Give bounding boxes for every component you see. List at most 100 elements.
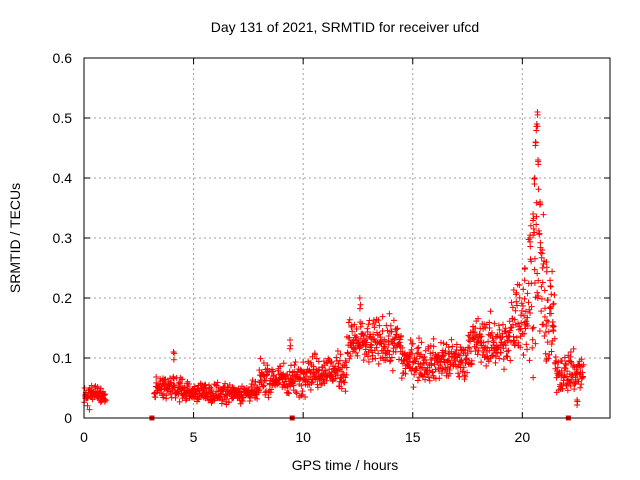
data-point <box>554 364 561 371</box>
data-point <box>540 261 547 268</box>
data-point <box>530 232 537 239</box>
data-point <box>171 375 178 382</box>
data-point <box>338 368 345 375</box>
data-point <box>378 340 385 347</box>
data-point <box>399 344 406 351</box>
data-point <box>490 352 497 359</box>
data-point <box>376 322 383 329</box>
data-point <box>555 370 562 377</box>
data-point <box>394 325 401 332</box>
data-point <box>277 363 284 370</box>
data-point <box>541 332 548 339</box>
data-point <box>516 282 523 289</box>
grid-lines <box>84 58 610 418</box>
y-tick-label: 0.3 <box>53 230 73 246</box>
data-point <box>534 270 541 277</box>
data-point <box>517 312 524 319</box>
data-point <box>518 307 525 314</box>
data-point <box>384 348 391 355</box>
data-point <box>315 366 322 373</box>
data-point <box>558 358 565 365</box>
data-point <box>287 337 294 343</box>
data-point <box>354 352 361 359</box>
data-point <box>252 378 259 385</box>
data-point <box>440 340 447 347</box>
data-point <box>286 345 293 352</box>
data-point <box>489 335 496 342</box>
data-point <box>529 336 536 343</box>
data-point <box>337 351 344 358</box>
data-point <box>524 290 531 297</box>
data-point <box>551 292 558 299</box>
data-point <box>287 383 294 390</box>
data-point <box>349 328 356 335</box>
data-point <box>529 325 536 332</box>
data-point <box>508 299 515 306</box>
data-point <box>97 385 104 392</box>
data-point <box>195 396 202 403</box>
data-point <box>428 360 435 367</box>
data-point <box>377 334 384 341</box>
data-point <box>270 372 277 379</box>
data-point <box>552 360 559 367</box>
data-point <box>571 386 578 393</box>
data-point <box>534 289 541 296</box>
data-point <box>507 324 514 331</box>
data-point <box>299 388 306 395</box>
data-point <box>406 364 413 371</box>
data-point <box>343 364 350 371</box>
data-point <box>541 287 548 294</box>
data-point <box>520 351 527 358</box>
data-point <box>538 295 545 302</box>
data-point <box>535 277 542 284</box>
data-point <box>453 346 460 353</box>
data-point <box>439 366 446 373</box>
data-point <box>438 339 445 346</box>
data-point <box>549 319 556 325</box>
data-point <box>487 308 494 315</box>
data-point <box>537 249 544 256</box>
data-point <box>411 371 418 378</box>
data-point <box>515 320 522 327</box>
data-point <box>455 351 462 358</box>
data-point <box>528 303 535 310</box>
data-point <box>274 380 281 387</box>
data-point <box>171 350 178 357</box>
data-point <box>357 323 364 330</box>
data-point <box>529 344 536 351</box>
data-point <box>174 387 181 394</box>
data-point <box>369 356 376 363</box>
data-point <box>545 328 552 335</box>
data-point <box>341 379 348 386</box>
data-point <box>448 336 455 343</box>
data-point <box>574 402 581 409</box>
data-point <box>437 358 444 365</box>
data-point <box>508 324 515 331</box>
data-point <box>287 375 294 382</box>
data-point <box>475 347 482 354</box>
data-point <box>353 349 360 356</box>
data-point <box>539 279 546 286</box>
data-point <box>478 333 485 340</box>
data-point <box>495 322 502 329</box>
data-point <box>365 358 372 365</box>
data-point <box>89 389 96 396</box>
data-point <box>390 345 397 352</box>
data-point <box>504 348 511 355</box>
data-point <box>538 308 545 315</box>
data-point <box>533 221 540 228</box>
data-point <box>425 374 432 381</box>
data-point <box>521 295 528 302</box>
data-point <box>544 297 551 304</box>
data-point <box>302 393 309 400</box>
data-point <box>532 340 539 347</box>
data-point <box>468 361 475 368</box>
y-tick-label: 0.1 <box>53 350 73 366</box>
data-point <box>464 369 471 376</box>
data-point <box>327 359 334 366</box>
data-point <box>389 367 396 374</box>
data-point <box>543 268 550 275</box>
data-point <box>539 264 546 271</box>
data-point <box>484 353 491 360</box>
